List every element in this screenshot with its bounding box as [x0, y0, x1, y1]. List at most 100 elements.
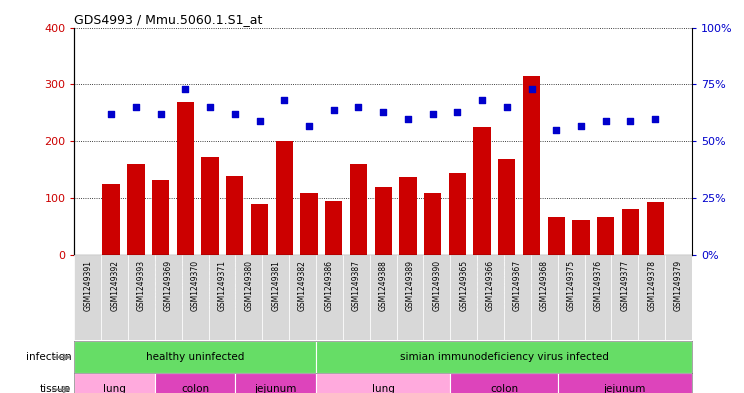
- Point: [575, 122, 587, 129]
- Bar: [530, 255, 558, 340]
- Point: [501, 104, 513, 110]
- Point: [452, 109, 464, 115]
- Point: [650, 116, 661, 122]
- Text: GDS4993 / Mmu.5060.1.S1_at: GDS4993 / Mmu.5060.1.S1_at: [74, 13, 263, 26]
- Bar: [202, 158, 219, 255]
- Bar: [325, 201, 342, 255]
- Bar: [155, 255, 182, 340]
- Bar: [103, 184, 120, 255]
- Text: GSM1249368: GSM1249368: [539, 260, 549, 311]
- Bar: [449, 173, 466, 255]
- Bar: [301, 193, 318, 255]
- Bar: [424, 193, 441, 255]
- Bar: [74, 373, 155, 393]
- Text: colon: colon: [181, 384, 209, 393]
- Bar: [152, 180, 169, 255]
- Bar: [316, 255, 343, 340]
- Bar: [370, 255, 397, 340]
- Bar: [622, 209, 639, 255]
- Bar: [523, 76, 540, 255]
- Bar: [275, 141, 293, 255]
- Bar: [343, 255, 370, 340]
- Bar: [182, 255, 208, 340]
- Bar: [397, 255, 423, 340]
- Bar: [548, 217, 565, 255]
- Bar: [665, 255, 692, 340]
- Point: [525, 86, 537, 92]
- Bar: [316, 341, 692, 373]
- Bar: [176, 101, 194, 255]
- Bar: [572, 220, 590, 255]
- Text: GSM1249393: GSM1249393: [137, 260, 146, 311]
- Text: GSM1249392: GSM1249392: [110, 260, 119, 311]
- Bar: [374, 187, 392, 255]
- Bar: [477, 255, 504, 340]
- Text: lung: lung: [103, 384, 126, 393]
- Text: jejunum: jejunum: [603, 384, 646, 393]
- Bar: [450, 373, 558, 393]
- Bar: [473, 127, 491, 255]
- Point: [204, 104, 216, 110]
- Bar: [226, 176, 243, 255]
- Point: [278, 97, 290, 104]
- Point: [105, 111, 117, 117]
- Point: [179, 86, 191, 92]
- Bar: [74, 255, 101, 340]
- Text: GSM1249391: GSM1249391: [83, 260, 92, 311]
- Bar: [585, 255, 612, 340]
- Text: lung: lung: [372, 384, 394, 393]
- Text: GSM1249366: GSM1249366: [486, 260, 495, 311]
- Bar: [597, 217, 615, 255]
- Bar: [450, 255, 477, 340]
- Bar: [101, 255, 128, 340]
- Point: [624, 118, 636, 124]
- Text: GSM1249378: GSM1249378: [647, 260, 656, 311]
- Point: [353, 104, 365, 110]
- Bar: [498, 158, 516, 255]
- Point: [328, 107, 340, 113]
- Point: [229, 111, 241, 117]
- Text: GSM1249367: GSM1249367: [513, 260, 522, 311]
- Text: GSM1249388: GSM1249388: [379, 260, 388, 310]
- Text: colon: colon: [490, 384, 518, 393]
- Bar: [504, 255, 530, 340]
- Point: [476, 97, 488, 104]
- Text: GSM1249382: GSM1249382: [298, 260, 307, 310]
- Bar: [251, 204, 268, 255]
- Point: [254, 118, 266, 124]
- Bar: [128, 255, 155, 340]
- Point: [600, 118, 612, 124]
- Point: [426, 111, 438, 117]
- Bar: [263, 255, 289, 340]
- Text: jejunum: jejunum: [254, 384, 297, 393]
- Bar: [289, 255, 316, 340]
- Bar: [316, 373, 450, 393]
- Text: infection: infection: [26, 352, 71, 362]
- Text: GSM1249387: GSM1249387: [352, 260, 361, 311]
- Point: [130, 104, 142, 110]
- Text: GSM1249386: GSM1249386: [325, 260, 334, 311]
- Bar: [208, 255, 236, 340]
- Point: [551, 127, 562, 133]
- Text: healthy uninfected: healthy uninfected: [146, 352, 245, 362]
- Point: [303, 122, 315, 129]
- Text: GSM1249370: GSM1249370: [190, 260, 199, 311]
- Point: [377, 109, 389, 115]
- Text: GSM1249389: GSM1249389: [405, 260, 414, 311]
- Bar: [236, 255, 263, 340]
- Bar: [558, 373, 692, 393]
- Text: GSM1249379: GSM1249379: [674, 260, 683, 311]
- Text: GSM1249377: GSM1249377: [620, 260, 629, 311]
- Text: GSM1249390: GSM1249390: [432, 260, 441, 311]
- Text: GSM1249380: GSM1249380: [245, 260, 254, 311]
- Bar: [350, 164, 367, 255]
- Point: [402, 116, 414, 122]
- Bar: [236, 373, 316, 393]
- Bar: [612, 255, 638, 340]
- Text: GSM1249371: GSM1249371: [217, 260, 227, 311]
- Bar: [127, 164, 144, 255]
- Bar: [647, 202, 664, 255]
- Text: GSM1249376: GSM1249376: [594, 260, 603, 311]
- Text: GSM1249375: GSM1249375: [567, 260, 576, 311]
- Bar: [155, 373, 236, 393]
